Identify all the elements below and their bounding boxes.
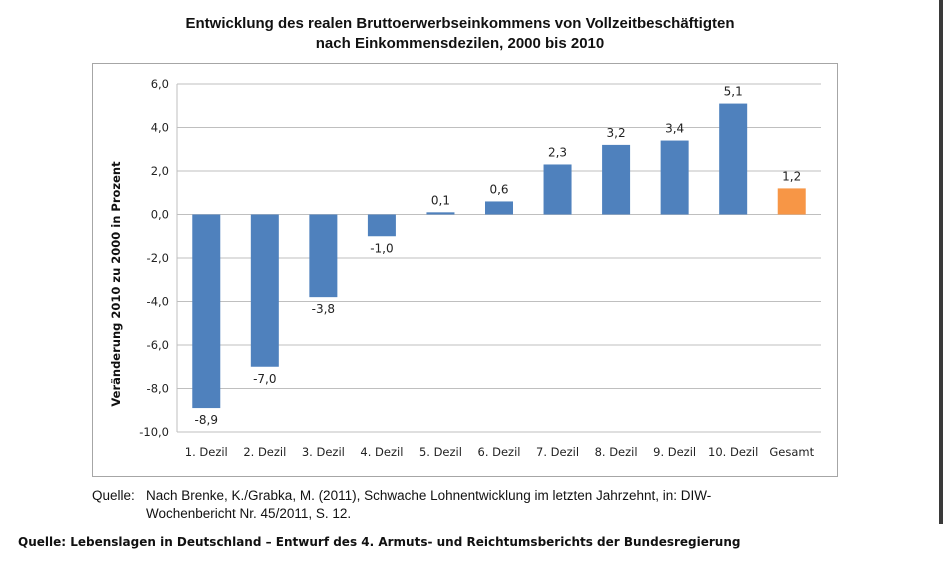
bar [602, 144, 631, 215]
y-tick-label: -6,0 [147, 338, 169, 352]
data-label: 5,1 [724, 85, 743, 99]
source-caption-line-2: Wochenbericht Nr. 45/2011, S. 12. [146, 506, 352, 521]
data-label: 1,2 [782, 169, 801, 183]
chart-title-line-2: nach Einkommensdezilen, 2000 bis 2010 [315, 35, 605, 52]
category-label: 5. Dezil [419, 445, 462, 459]
bars [192, 103, 806, 409]
bar-chart: 6,0 4,0 2,0 0,0 -2,0 -4,0 -6,0 -8,0 -10,0 1. Dez… [109, 77, 821, 459]
source-caption-line-1: Quelle: Nach Brenke, K./Grabka, M. (2011)… [92, 487, 852, 505]
bar [660, 140, 689, 215]
category-label: 7. Dezil [536, 445, 579, 459]
y-tick-label: -8,0 [147, 382, 169, 396]
page-edge-rule [939, 0, 943, 524]
gridlines [176, 83, 821, 433]
bar [426, 212, 455, 215]
y-tick-label: 2,0 [151, 164, 169, 178]
bar [309, 214, 338, 298]
category-label: 6. Dezil [478, 445, 521, 459]
category-label: 8. Dezil [595, 445, 638, 459]
footer-source: Quelle: Lebenslagen in Deutschland – Ent… [18, 535, 741, 549]
category-label: 1. Dezil [185, 445, 228, 459]
data-label: 2,3 [548, 145, 567, 159]
bar [543, 164, 572, 215]
data-label: -1,0 [370, 241, 393, 255]
y-tick-labels: 6,0 4,0 2,0 0,0 -2,0 -4,0 -6,0 -8,0 -10,0 [139, 77, 169, 439]
data-label: -8,9 [195, 413, 218, 427]
category-label: Gesamt [769, 445, 814, 459]
chart-area: 6,0 4,0 2,0 0,0 -2,0 -4,0 -6,0 -8,0 -10,0 1. Dez… [92, 63, 838, 477]
y-axis-label: Veränderung 2010 zu 2000 in Prozent [109, 161, 123, 407]
source-caption: Quelle: Nach Brenke, K./Grabka, M. (2011)… [92, 487, 852, 523]
bar [250, 214, 279, 367]
data-label: 0,1 [431, 193, 450, 207]
y-tick-label: -10,0 [139, 425, 169, 439]
category-label: 3. Dezil [302, 445, 345, 459]
y-tick-label: 6,0 [151, 77, 169, 91]
chart-title-line-1: Entwicklung des realen Bruttoerwerbseink… [185, 15, 735, 32]
y-tick-label: 4,0 [151, 121, 169, 135]
bar [192, 214, 221, 409]
category-labels: 1. Dezil 2. Dezil 3. Dezil 4. Dezil 5. Dezil… [185, 445, 815, 459]
y-tick-label: 0,0 [151, 208, 169, 222]
bar [777, 188, 806, 215]
category-label: 2. Dezil [243, 445, 286, 459]
data-label: -3,8 [312, 302, 335, 316]
category-label: 4. Dezil [360, 445, 403, 459]
category-label: 10. Dezil [708, 445, 758, 459]
data-label: 3,2 [607, 126, 626, 140]
data-labels: -8,9 -7,0 -3,8 -1,0 0,1 0,6 2,3 3,2 3,4 5,1 1,2 [195, 85, 802, 428]
bar [485, 201, 513, 215]
source-caption-text-1: Nach Brenke, K./Grabka, M. (2011), Schwa… [146, 488, 712, 503]
data-label: 3,4 [665, 122, 684, 136]
y-tick-label: -4,0 [147, 295, 169, 309]
bar [719, 103, 748, 215]
category-label: 9. Dezil [653, 445, 696, 459]
y-tick-label: -2,0 [147, 251, 169, 265]
source-caption-label: Quelle: [92, 488, 135, 503]
data-label: -7,0 [253, 372, 276, 386]
chart-title: Entwicklung des realen Bruttoerwerbseink… [90, 14, 830, 54]
bar [367, 214, 396, 237]
data-label: 0,6 [489, 182, 508, 196]
